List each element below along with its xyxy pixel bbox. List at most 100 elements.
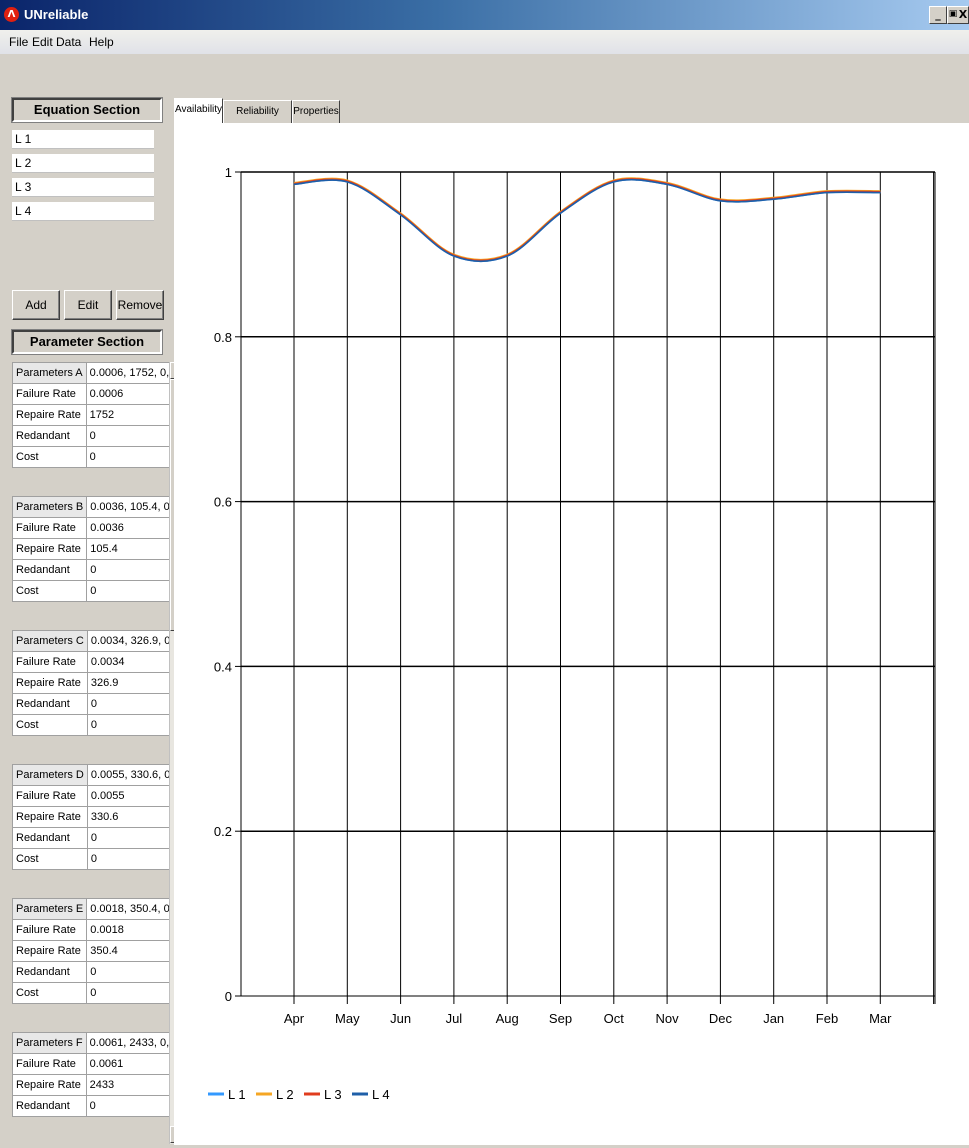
parameter-name: Cost <box>12 446 87 468</box>
parameter-value[interactable]: 0 <box>85 446 174 468</box>
availability-chart-panel: 0 0.2 0.4 0.6 0.8 1 Apr May Jun Jul Aug Sep Oct Nov De… <box>174 123 969 1145</box>
parameter-value[interactable]: 0 <box>86 714 174 736</box>
parameter-value[interactable]: 1752 <box>85 404 174 426</box>
scroll-down-icon[interactable]: ▼ <box>170 1126 174 1143</box>
parameter-row: Redandant 0 <box>12 693 174 715</box>
menu-bar: File Edit Data Help <box>0 30 969 54</box>
x-tick-label: Nov <box>656 1011 680 1026</box>
parameter-name: Cost <box>12 580 88 602</box>
parameter-value[interactable]: 0.0006 <box>85 383 174 405</box>
parameter-value[interactable]: 0 <box>86 580 174 602</box>
parameter-group-label: Parameters B <box>12 496 88 518</box>
parameter-group-summary[interactable]: 0.0036, 105.4, 0, 0 <box>86 496 174 518</box>
parameter-group-summary[interactable]: 0.0034, 326.9, 0, 0 <box>86 630 174 652</box>
close-button[interactable]: X <box>958 6 969 24</box>
equation-item-l1[interactable]: L 1 <box>12 130 154 149</box>
parameter-row: Cost 0 <box>12 446 174 468</box>
parameter-group-summary[interactable]: 0.0018, 350.4, 0, 0 <box>86 898 174 920</box>
parameter-value[interactable]: 330.6 <box>86 806 174 828</box>
x-tick-label: Sep <box>549 1011 572 1026</box>
series-line-l2 <box>293 177 881 261</box>
tab-properties[interactable]: Properties <box>292 100 340 124</box>
menu-help[interactable]: Help <box>89 35 114 49</box>
parameter-group-header[interactable]: Parameters C 0.0034, 326.9, 0, 0 <box>12 630 174 652</box>
scroll-up-icon[interactable]: ▲ <box>170 362 174 379</box>
y-tick-label: 0.4 <box>214 659 232 674</box>
y-tick-label: 0.6 <box>214 495 232 510</box>
parameter-value[interactable]: 0.0034 <box>86 651 174 673</box>
x-tick-label: May <box>335 1011 360 1026</box>
parameter-value[interactable]: 0 <box>85 425 174 447</box>
x-tick-label: Aug <box>496 1011 519 1026</box>
parameter-name: Redandant <box>12 425 87 447</box>
parameter-group-summary[interactable]: 0.0006, 1752, 0, 0 <box>85 362 174 384</box>
parameter-value[interactable]: 0 <box>86 559 174 581</box>
parameter-value[interactable]: 105.4 <box>86 538 174 560</box>
x-tick-label: Jun <box>390 1011 411 1026</box>
menu-data[interactable]: Data <box>56 35 82 49</box>
parameter-group-summary[interactable]: 0.0055, 330.6, 0, 0 <box>86 764 174 786</box>
parameter-row: Failure Rate 0.0061 <box>12 1053 174 1075</box>
parameter-group-header[interactable]: Parameters E 0.0018, 350.4, 0, 0 <box>12 898 174 920</box>
toolbar-area <box>0 54 969 94</box>
parameter-row: Failure Rate 0.0036 <box>12 517 174 539</box>
parameter-row: Repaire Rate 330.6 <box>12 806 174 828</box>
parameter-value[interactable]: 326.9 <box>86 672 174 694</box>
equation-item-l3[interactable]: L 3 <box>12 178 154 197</box>
parameter-name: Failure Rate <box>12 383 87 405</box>
scroll-thumb[interactable] <box>170 379 174 631</box>
add-button[interactable]: Add <box>12 290 60 320</box>
parameter-name: Repaire Rate <box>12 538 88 560</box>
parameter-value[interactable]: 0 <box>85 1095 174 1117</box>
menu-edit[interactable]: Edit <box>32 35 53 49</box>
app-logo-icon: Λ <box>4 7 19 22</box>
parameter-row: Cost 0 <box>12 714 174 736</box>
parameter-group-header[interactable]: Parameters A 0.0006, 1752, 0, 0 <box>12 362 174 384</box>
parameter-row: Redandant 0 <box>12 827 174 849</box>
parameter-name: Repaire Rate <box>12 404 87 426</box>
parameter-value[interactable]: 0.0036 <box>86 517 174 539</box>
remove-button[interactable]: Remove <box>116 290 164 320</box>
parameter-group: Parameters D 0.0055, 330.6, 0, 0 Failure R… <box>12 764 174 870</box>
parameter-value[interactable]: 0.0061 <box>85 1053 174 1075</box>
parameter-value[interactable]: 0 <box>86 827 174 849</box>
parameter-group-label: Parameters E <box>12 898 88 920</box>
parameter-value[interactable]: 0.0018 <box>86 919 174 941</box>
parameter-value[interactable]: 0 <box>86 848 174 870</box>
parameter-name: Redandant <box>12 961 88 983</box>
edit-button[interactable]: Edit <box>64 290 112 320</box>
parameter-name: Failure Rate <box>12 785 88 807</box>
parameter-value[interactable]: 0 <box>86 693 174 715</box>
parameter-value[interactable]: 0 <box>86 961 174 983</box>
parameter-group-summary[interactable]: 0.0061, 2433, 0, 0 <box>85 1032 174 1054</box>
parameter-name: Cost <box>12 848 88 870</box>
parameter-row: Repaire Rate 2433 <box>12 1074 174 1096</box>
parameter-name: Repaire Rate <box>12 672 88 694</box>
menu-file[interactable]: File <box>9 35 29 49</box>
parameter-row: Repaire Rate 105.4 <box>12 538 174 560</box>
parameter-value[interactable]: 350.4 <box>86 940 174 962</box>
tab-reliability-indices[interactable]: Reliability Indices <box>223 100 292 139</box>
parameter-value[interactable]: 0 <box>86 982 174 1004</box>
parameter-scrollbar[interactable]: ▲ ▼ <box>169 362 174 1144</box>
equation-item-l2[interactable]: L 2 <box>12 154 154 173</box>
y-tick-label: 0.2 <box>214 824 232 839</box>
minimize-button[interactable]: _ <box>929 6 947 24</box>
parameter-value[interactable]: 0.0055 <box>86 785 174 807</box>
parameter-group: Parameters E 0.0018, 350.4, 0, 0 Failure R… <box>12 898 174 1004</box>
parameter-group-header[interactable]: Parameters B 0.0036, 105.4, 0, 0 <box>12 496 174 518</box>
parameter-group-header[interactable]: Parameters F 0.0061, 2433, 0, 0 <box>12 1032 174 1054</box>
equation-section-header: Equation Section <box>11 97 163 123</box>
parameter-name: Failure Rate <box>12 651 88 673</box>
equation-item-l4[interactable]: L 4 <box>12 202 154 221</box>
y-tick-label: 0.8 <box>214 330 232 345</box>
parameter-name: Repaire Rate <box>12 806 88 828</box>
tab-availability[interactable]: Availability <box>174 98 223 125</box>
parameter-group-header[interactable]: Parameters D 0.0055, 330.6, 0, 0 <box>12 764 174 786</box>
parameter-row: Redandant 0 <box>12 1095 174 1117</box>
parameter-value[interactable]: 2433 <box>85 1074 174 1096</box>
parameter-row: Redandant 0 <box>12 559 174 581</box>
parameter-row: Repaire Rate 1752 <box>12 404 174 426</box>
parameter-name: Repaire Rate <box>12 940 88 962</box>
parameter-row: Redandant 0 <box>12 961 174 983</box>
